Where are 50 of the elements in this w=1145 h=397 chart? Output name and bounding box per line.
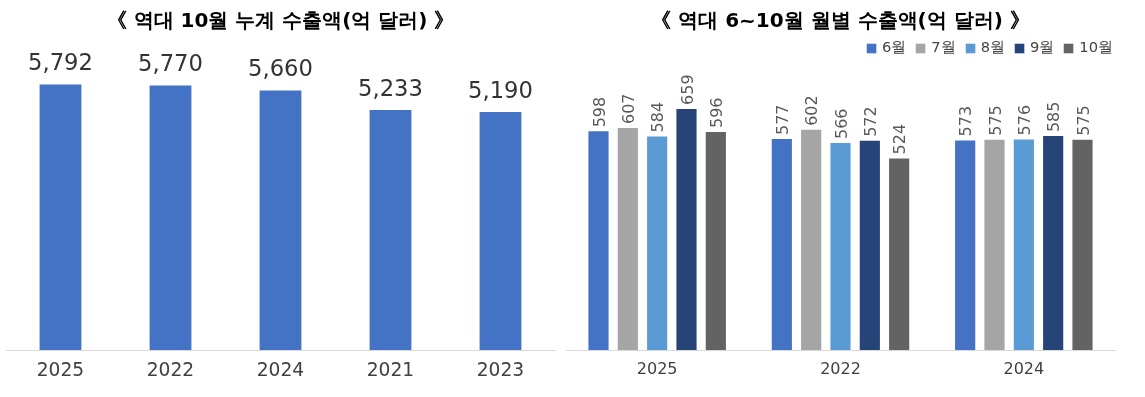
x-tick-label: 2024 — [256, 358, 305, 380]
x-tick-label: 2021 — [366, 358, 415, 380]
bar — [1013, 139, 1034, 351]
data-label: 5,190 — [468, 77, 533, 104]
legend-label: 10월 — [1079, 38, 1113, 57]
data-label: 585 — [1044, 101, 1064, 133]
data-label: 572 — [860, 106, 880, 137]
legend-label: 7월 — [931, 38, 956, 57]
bar — [1043, 136, 1064, 351]
x-tick-label: 2025 — [636, 358, 678, 378]
data-label: 524 — [890, 123, 910, 155]
legend-label: 8월 — [980, 38, 1006, 57]
bar — [889, 158, 910, 351]
bar — [676, 108, 697, 351]
bar — [830, 143, 851, 351]
data-label: 577 — [772, 104, 792, 136]
data-label: 575 — [985, 105, 1005, 136]
bar — [705, 132, 726, 351]
data-label: 573 — [956, 105, 976, 137]
data-label: 5,792 — [28, 49, 93, 76]
data-label: 566 — [831, 108, 851, 140]
legend-label: 6월 — [882, 38, 907, 57]
data-label: 584 — [648, 101, 668, 133]
data-label: 598 — [589, 96, 609, 128]
data-label: 607 — [618, 93, 638, 125]
bar — [588, 131, 609, 351]
x-tick-label: 2022 — [146, 358, 195, 380]
data-label: 575 — [1073, 105, 1093, 136]
data-label: 659 — [677, 74, 697, 105]
bar — [955, 140, 976, 351]
bar — [647, 136, 668, 351]
x-tick-label: 2023 — [476, 358, 525, 380]
data-label: 5,770 — [138, 50, 203, 77]
x-tick-label: 2025 — [36, 358, 85, 380]
chart-title: 《 역대 6~10월 월별 수출액(억 달러) 》 — [651, 7, 1030, 32]
bar — [859, 140, 880, 351]
x-tick-label: 2022 — [820, 358, 861, 378]
data-label: 602 — [802, 95, 822, 126]
data-label: 5,660 — [248, 55, 313, 82]
chart-title: 《 역대 10월 누계 수출액(억 달러) 》 — [106, 7, 455, 32]
legend-label: 9월 — [1030, 38, 1055, 57]
bar — [617, 128, 638, 351]
data-label: 596 — [706, 97, 726, 129]
bar — [771, 139, 792, 351]
bar — [801, 129, 822, 351]
bar — [984, 139, 1005, 351]
x-tick-label: 2024 — [1003, 358, 1045, 378]
bar — [1072, 139, 1093, 351]
data-label: 576 — [1014, 104, 1034, 136]
data-label: 5,233 — [358, 75, 423, 102]
